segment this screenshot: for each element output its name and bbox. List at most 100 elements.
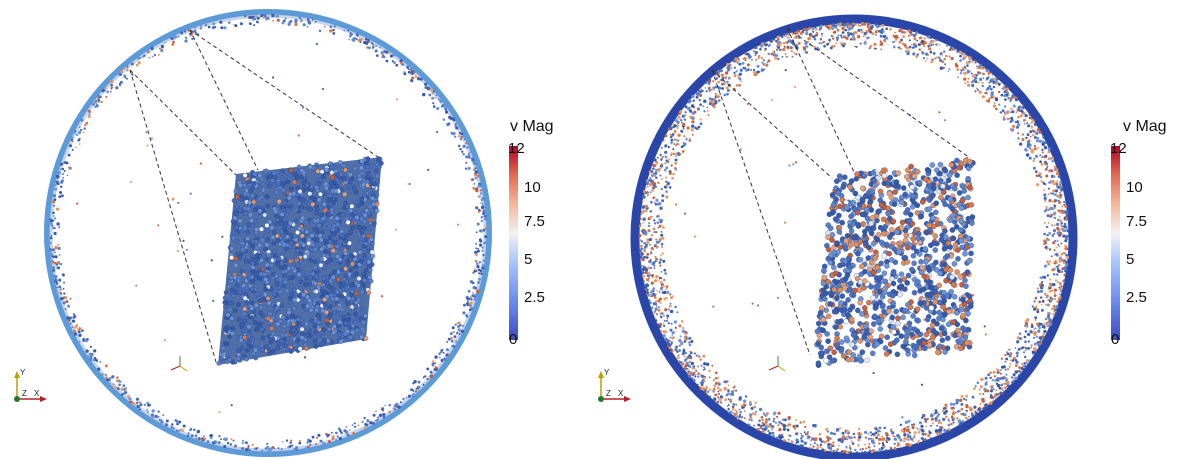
shell-particle — [1026, 133, 1030, 137]
shell-particle — [712, 80, 715, 83]
block-particle — [252, 320, 258, 325]
shell-particle — [653, 219, 656, 222]
shell-particle — [171, 42, 175, 46]
shell-particle — [760, 415, 764, 419]
shell-particle — [681, 121, 683, 124]
shell-particle — [239, 22, 243, 26]
shell-particle — [875, 29, 879, 33]
shell-particle — [917, 43, 921, 47]
shell-particle — [685, 137, 688, 140]
shell-particle — [829, 437, 832, 440]
block-particle — [364, 164, 370, 170]
shell-particle — [993, 394, 997, 398]
shell-particle — [797, 432, 800, 435]
block-particle — [297, 346, 303, 352]
shell-particle — [902, 35, 905, 39]
block-particle — [253, 302, 259, 308]
triad-marker-x — [170, 365, 181, 371]
shell-particle — [96, 104, 99, 107]
shell-particle — [473, 298, 477, 301]
shell-particle — [731, 407, 735, 411]
free-particle — [901, 416, 904, 419]
shell-particle — [773, 411, 777, 415]
shell-particle — [475, 231, 478, 234]
block-particle — [309, 318, 314, 323]
block-particle — [351, 308, 356, 314]
block-particle — [288, 203, 294, 209]
shell-particle — [944, 54, 948, 58]
shell-particle — [666, 160, 670, 163]
shell-particle — [708, 395, 712, 398]
shell-particle — [802, 27, 806, 32]
shell-particle — [1043, 329, 1047, 333]
block-particle — [304, 229, 310, 235]
shell-particle — [711, 364, 714, 367]
shell-particle — [858, 435, 862, 439]
block-particle — [321, 202, 327, 207]
block-particle — [275, 237, 281, 243]
shell-particle — [876, 429, 880, 433]
shell-particle — [1048, 231, 1052, 235]
free-particle — [923, 318, 926, 321]
shell-particle — [697, 125, 701, 129]
shell-particle — [710, 97, 714, 101]
free-particle — [784, 69, 787, 72]
shell-particle — [1026, 318, 1030, 322]
block-particle — [259, 194, 265, 200]
shell-particle — [819, 446, 822, 449]
shell-particle — [1049, 170, 1051, 173]
free-particle — [746, 102, 749, 106]
shell-particle — [925, 60, 927, 62]
block-particle — [289, 324, 295, 330]
shell-particle — [1010, 359, 1012, 361]
shell-particle — [432, 102, 435, 105]
block-particle — [241, 254, 246, 260]
shell-particle — [473, 168, 476, 171]
shell-particle — [947, 419, 951, 422]
block-particle — [342, 331, 348, 337]
shell-particle — [898, 29, 902, 33]
shell-particle — [962, 397, 966, 401]
block-particle — [361, 328, 367, 334]
shell-particle — [732, 405, 735, 409]
shell-particle — [60, 297, 64, 301]
block-particles — [814, 157, 976, 368]
shell-particles — [638, 22, 1070, 454]
shell-particle — [742, 66, 745, 69]
shell-particle — [654, 260, 657, 263]
block-particle — [299, 233, 305, 239]
particle-simulation-view[interactable] — [0, 0, 592, 459]
shell-particle — [851, 26, 854, 29]
block-particle — [307, 298, 312, 303]
shell-particle — [697, 89, 701, 93]
shell-particle — [972, 85, 974, 88]
shell-particle — [732, 390, 735, 392]
shell-particle — [315, 436, 318, 439]
shell-particle — [454, 123, 457, 126]
particle-simulation-view[interactable] — [592, 0, 1184, 459]
shell-particle — [715, 401, 718, 404]
shell-particle — [118, 84, 122, 87]
shell-particle — [861, 451, 864, 453]
shell-particle — [815, 32, 819, 35]
shell-particle — [649, 243, 651, 246]
shell-particle — [713, 397, 716, 400]
block-particle — [329, 296, 335, 302]
shell-particle — [924, 418, 927, 421]
shell-particle — [476, 264, 480, 269]
shell-particle — [1064, 267, 1068, 271]
shell-particle — [288, 445, 292, 448]
shell-particle — [762, 59, 765, 62]
shell-particle — [1064, 263, 1068, 267]
shell-particle — [656, 275, 659, 278]
block-particle — [221, 351, 227, 357]
shell-particle — [978, 388, 981, 391]
shell-particle — [1044, 246, 1048, 249]
shell-particle — [954, 62, 958, 66]
shell-particle — [1064, 235, 1067, 238]
shell-particle — [992, 85, 996, 89]
block-particle — [241, 283, 246, 288]
shell-particle — [934, 38, 936, 41]
shell-particle — [1043, 193, 1047, 197]
shell-particle — [219, 20, 223, 24]
